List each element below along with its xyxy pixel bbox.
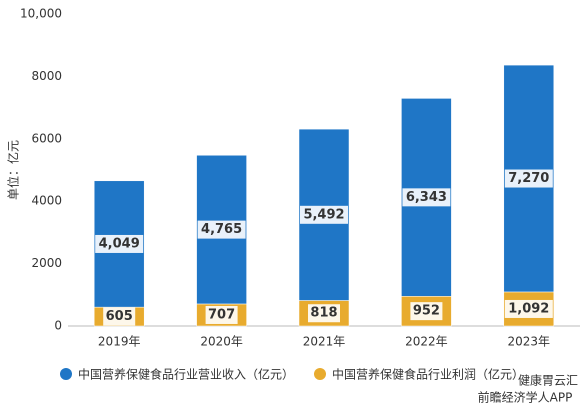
value-label-box xyxy=(504,299,553,318)
x-tick-label: 2021年 xyxy=(303,335,346,349)
y-tick-label: 10,000 xyxy=(20,7,62,21)
value-label: 1,092 xyxy=(508,301,549,316)
x-tick-label: 2023年 xyxy=(508,335,551,349)
value-label: 4,049 xyxy=(99,236,140,251)
y-axis-label: 单位：亿元 xyxy=(6,140,21,200)
value-label: 7,270 xyxy=(508,171,549,186)
value-label-box xyxy=(103,307,136,326)
value-label: 952 xyxy=(413,304,440,319)
x-tick-label: 2019年 xyxy=(98,335,141,349)
value-label-box xyxy=(205,305,238,324)
value-label-box xyxy=(300,205,348,224)
y-tick-label: 4000 xyxy=(31,194,62,208)
value-label-box xyxy=(95,234,144,253)
annotation: 健康胃云汇 xyxy=(518,373,578,388)
value-label: 6,343 xyxy=(406,190,447,205)
value-label: 4,765 xyxy=(201,222,242,237)
y-tick-label: 0 xyxy=(54,319,62,333)
y-tick-label: 8000 xyxy=(31,69,62,83)
legend-marker xyxy=(314,368,326,380)
legend-label: 中国营养保健食品行业利润（亿元） xyxy=(332,367,524,382)
value-label: 5,492 xyxy=(303,207,344,222)
value-label-box xyxy=(410,302,443,321)
y-tick-label: 6000 xyxy=(31,131,62,145)
annotation: 前瞻经济学人APP xyxy=(478,390,573,405)
y-tick-label: 2000 xyxy=(31,256,62,270)
value-label-box xyxy=(504,169,553,188)
value-label: 818 xyxy=(310,306,337,321)
value-label-box xyxy=(308,304,340,323)
x-tick-label: 2022年 xyxy=(405,335,448,349)
value-label-box xyxy=(402,188,451,207)
legend-label: 中国营养保健食品行业营业收入（亿元） xyxy=(78,367,294,382)
value-label: 707 xyxy=(208,307,235,322)
legend-marker xyxy=(60,368,72,380)
value-label: 605 xyxy=(106,309,133,324)
value-label-box xyxy=(197,220,246,239)
x-tick-label: 2020年 xyxy=(200,335,243,349)
